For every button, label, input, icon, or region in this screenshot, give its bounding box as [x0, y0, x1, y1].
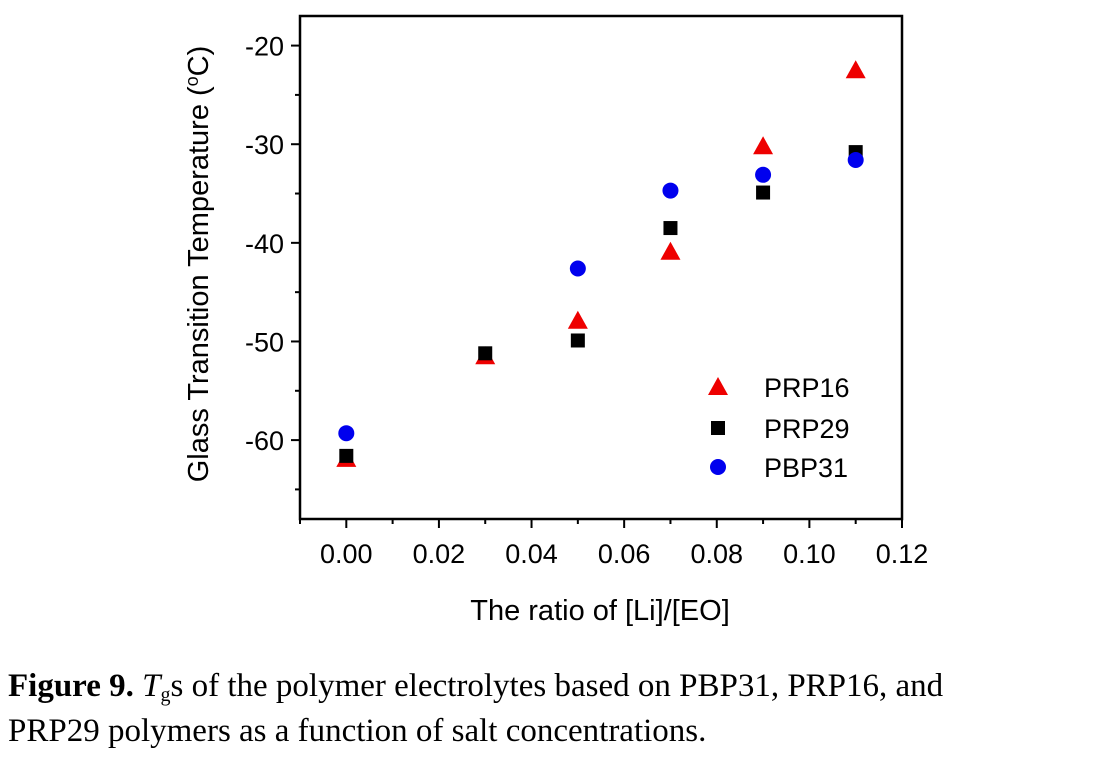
y-tick-label: -50: [245, 327, 284, 357]
x-tick-label: 0.04: [505, 539, 558, 569]
legend-pbp31-marker: [710, 459, 726, 475]
y-axis-ticks: -20 -30 -40 -50 -60: [245, 32, 300, 491]
prp29-point: [339, 448, 354, 463]
figure-caption: Figure 9. Tgs of the polymer electrolyte…: [8, 664, 1103, 754]
y-tick-label: -30: [245, 130, 284, 160]
caption-tg-symbol: T: [142, 668, 161, 704]
prp29-point: [570, 333, 585, 348]
pbp31-point: [338, 425, 355, 442]
scatter-chart: 0.00 0.02 0.04 0.06 0.08 0.10 0.12 -20 -30 -40 -5…: [182, 14, 929, 627]
y-tick-label: -40: [245, 229, 284, 259]
pbp31-point: [755, 166, 772, 183]
x-axis-label: The ratio of [Li]/[EO]: [470, 595, 730, 627]
x-axis-ticks: 0.00 0.02 0.04 0.06 0.08 0.10 0.12: [299, 519, 929, 569]
caption-label: Figure 9.: [8, 668, 134, 704]
prp29-point: [478, 346, 493, 361]
x-tick-label: 0.06: [598, 539, 651, 569]
pbp31-point: [847, 151, 864, 168]
y-tick-label: -60: [245, 426, 284, 456]
caption-text-line2: PRP29 polymers as a function of salt con…: [8, 713, 707, 749]
y-tick-label: -20: [245, 32, 284, 62]
prp16-point: [845, 60, 866, 79]
x-tick-label: 0.08: [690, 539, 743, 569]
caption-tg-subscript: g: [160, 684, 171, 706]
legend-pbp31-label: PBP31: [764, 453, 848, 483]
prp16-point: [753, 136, 774, 155]
prp29-point: [663, 221, 678, 236]
y-axis-label: Glass Transition Temperature (oC): [182, 46, 215, 483]
prp16-point: [660, 241, 681, 260]
x-tick-label: 0.12: [876, 539, 929, 569]
legend-prp16-label: PRP16: [764, 373, 850, 403]
legend-prp16-marker: [708, 377, 728, 395]
pbp31-point: [569, 260, 586, 277]
x-tick-label: 0.00: [320, 539, 373, 569]
legend-prp29-label: PRP29: [764, 414, 850, 444]
data-points: [336, 60, 866, 467]
prp16-point: [567, 310, 588, 329]
plot-frame: [298, 14, 904, 521]
legend: PRP16 PRP29 PBP31: [708, 373, 850, 483]
legend-prp29-marker: [711, 421, 725, 435]
caption-text-line1: s of the polymer electrolytes based on P…: [170, 668, 944, 704]
x-tick-label: 0.02: [413, 539, 466, 569]
pbp31-point: [662, 182, 679, 199]
prp29-point: [756, 185, 771, 200]
x-tick-label: 0.10: [783, 539, 836, 569]
axes-frame: [298, 14, 904, 521]
